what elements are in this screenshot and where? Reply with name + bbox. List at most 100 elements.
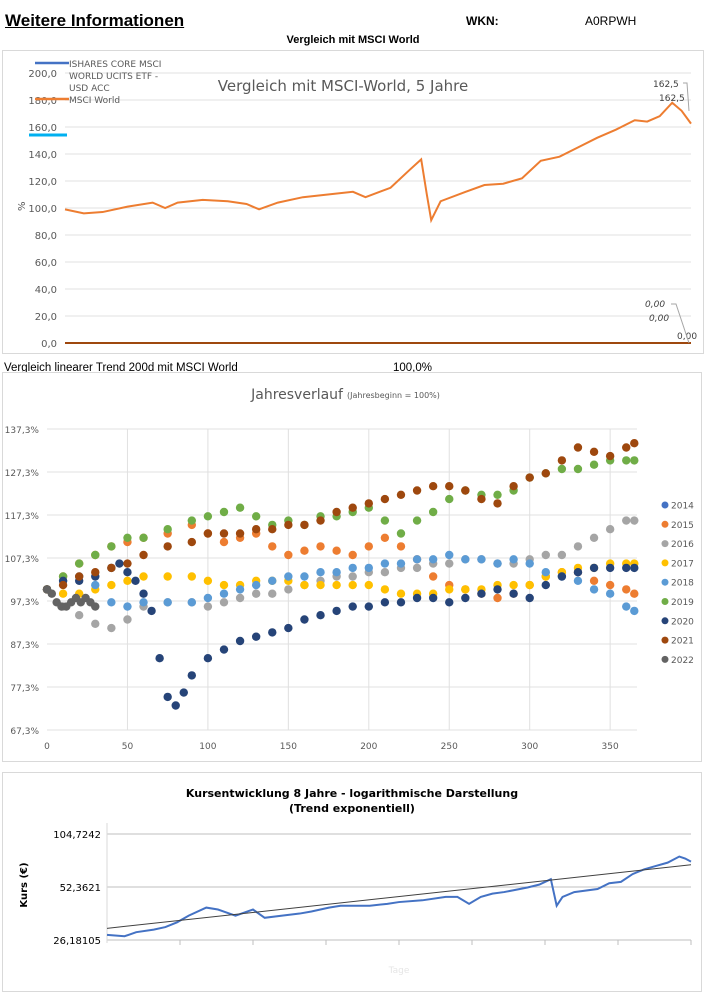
data-point-2015 (300, 546, 309, 555)
data-point-2015 (380, 533, 390, 542)
data-point-2020 (219, 645, 229, 654)
data-point-2020 (396, 598, 406, 607)
data-point-2017 (300, 580, 309, 590)
data-point-2015 (284, 550, 293, 560)
data-point-2016 (589, 533, 599, 542)
data-point-2016 (630, 516, 639, 525)
data-point-2020 (187, 671, 197, 680)
data-point-2021 (493, 499, 502, 508)
data-point-2021 (541, 469, 550, 478)
data-point-2016 (557, 550, 567, 560)
data-point-2019 (219, 507, 229, 517)
data-point-2018 (509, 555, 518, 564)
data-point-2017 (445, 585, 454, 594)
data-point-2017 (364, 580, 373, 590)
data-point-2019 (235, 503, 245, 512)
wkn-label: WKN: (466, 14, 499, 28)
data-point-2021 (268, 524, 277, 534)
y-tick-label: 200,0 (28, 69, 57, 80)
data-point-2020 (445, 598, 454, 607)
data-point-2020 (115, 559, 124, 568)
y-tick-label: 117,3% (5, 512, 40, 522)
data-point-2017 (509, 580, 518, 590)
data-point-2021 (123, 559, 132, 568)
page-title: Weitere Informationen (5, 11, 185, 30)
data-point-2019 (251, 512, 261, 521)
data-point-2016 (622, 516, 631, 525)
data-point-2016 (203, 602, 213, 611)
data-point-2021 (589, 447, 599, 456)
data-point-2016 (107, 623, 116, 633)
data-point-2019 (622, 456, 631, 465)
data-point-2017 (332, 580, 341, 590)
data-point-2020 (348, 602, 357, 611)
data-point-2020 (131, 576, 140, 585)
data-point-2015 (219, 537, 229, 547)
y-tick-label: 87,3% (10, 641, 39, 651)
legend-marker (661, 598, 669, 605)
data-point-2019 (74, 559, 84, 568)
trend-line (106, 864, 692, 929)
data-point-2021 (630, 438, 639, 448)
data-point-2016 (348, 572, 357, 581)
data-point-2017 (139, 572, 148, 581)
data-point-2018 (412, 555, 422, 564)
y-tick-label: 107,3% (5, 555, 40, 565)
chart-title: Jahresverlauf (250, 387, 344, 403)
legend-label: 2022 (671, 656, 694, 666)
y-tick-label: 127,3% (5, 469, 40, 479)
data-point-2018 (348, 563, 357, 573)
data-point-2018 (139, 598, 148, 607)
data-point-2021 (557, 456, 567, 465)
annotation: 0,00 (645, 300, 665, 310)
data-point-2019 (396, 529, 406, 538)
data-point-2017 (123, 576, 132, 585)
data-point-2020 (163, 692, 172, 702)
data-point-2018 (428, 555, 438, 564)
data-point-2018 (445, 550, 454, 560)
data-point-2015 (493, 593, 502, 603)
data-point-2018 (251, 580, 261, 590)
leader-line (671, 303, 690, 344)
data-point-2020 (605, 563, 615, 573)
data-point-2021 (477, 494, 486, 504)
data-point-2021 (428, 481, 438, 491)
y-tick-label: 77,3% (10, 684, 39, 694)
data-point-2018 (203, 593, 213, 603)
data-point-2021 (412, 486, 422, 495)
data-point-2020 (412, 593, 422, 603)
data-point-2021 (573, 443, 583, 452)
data-point-2017 (219, 580, 229, 590)
x-tick-label: 300 (521, 742, 538, 752)
legend-marker (661, 655, 669, 663)
data-point-2015 (428, 572, 438, 581)
data-point-2016 (268, 589, 277, 598)
legend-label: 2018 (671, 579, 694, 589)
log-chart-svg: Kursentwicklung 8 Jahre - logarithmische… (19, 787, 692, 976)
annotation: 162,5 (659, 94, 685, 104)
y-tick-label: 60,0 (35, 258, 57, 269)
legend-label: 2019 (671, 598, 694, 608)
data-point-2018 (332, 567, 341, 577)
y-tick-label: 100,0 (28, 204, 57, 215)
data-point-2018 (525, 559, 534, 568)
y-tick-label: 80,0 (35, 231, 57, 242)
data-point-2021 (525, 473, 534, 482)
data-point-2021 (316, 516, 325, 525)
data-point-2018 (380, 559, 390, 568)
y-tick-label: 67,3% (10, 727, 39, 737)
data-point-2020 (235, 636, 245, 646)
data-point-2021 (605, 451, 615, 461)
data-point-2021 (332, 507, 341, 517)
data-point-2020 (147, 606, 156, 616)
legend-label: 2016 (671, 540, 694, 550)
yearly-chart-svg: Jahresverlauf (Jahresbeginn = 100%) 67,3% 7… (5, 387, 695, 752)
data-point-2018 (461, 555, 470, 564)
data-point-2017 (107, 580, 116, 590)
x-axis-label: Tage (388, 966, 410, 976)
y-tick-label: 140,0 (28, 150, 57, 161)
y-tick-label: 20,0 (35, 312, 57, 323)
y-tick-label: 26,18105 (53, 936, 101, 947)
msci-comparison-chart: 0,0 20,0 40,0 60,0 80,0 100,0 120,0 140,0 160,0 1… (2, 50, 704, 354)
price-line (106, 855, 692, 938)
